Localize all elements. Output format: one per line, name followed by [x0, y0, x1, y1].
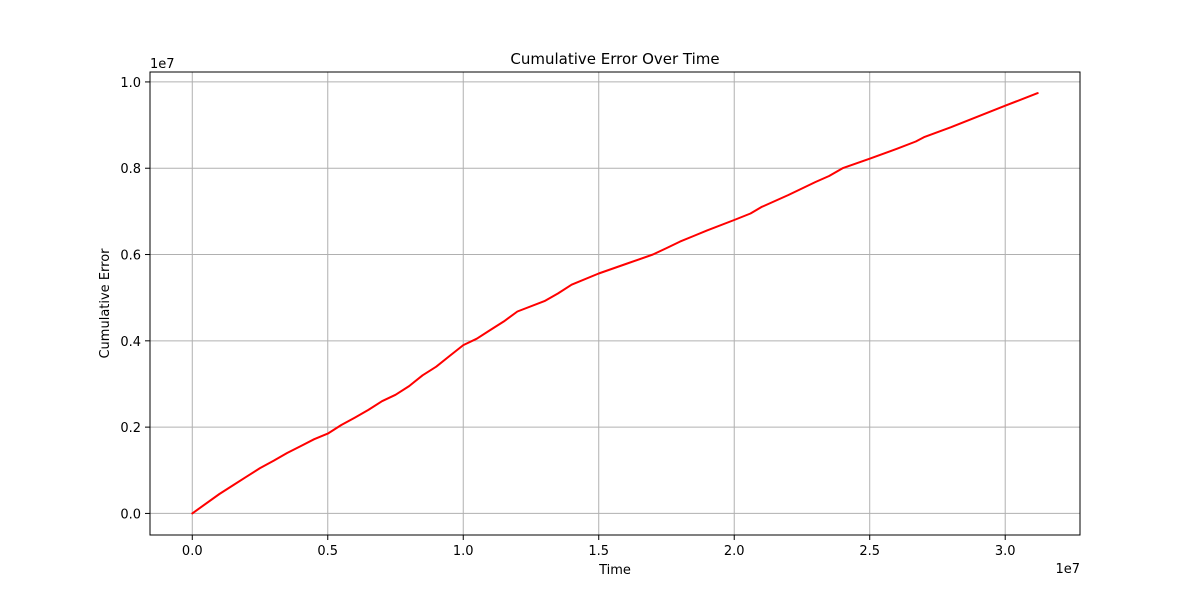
y-tick-label: 0.4: [120, 335, 141, 350]
x-tick-label: 0.0: [182, 544, 203, 559]
x-axis-ticks: 0.0 0.5 1.0 1.5 2.0 2.5 3.0: [182, 535, 1016, 559]
grid-lines: [150, 72, 1080, 535]
y-axis-label: Cumulative Error: [98, 248, 113, 359]
x-tick-label: 0.5: [317, 544, 338, 559]
x-tick-label: 1.5: [588, 544, 609, 559]
y-tick-label: 0.6: [120, 249, 141, 264]
x-tick-label: 1.0: [453, 544, 474, 559]
chart-title: Cumulative Error Over Time: [510, 50, 719, 68]
y-tick-label: 0.2: [120, 421, 141, 436]
x-tick-label: 3.0: [995, 544, 1016, 559]
y-tick-label: 0.8: [120, 162, 141, 177]
x-tick-label: 2.5: [859, 544, 880, 559]
x-axis-label: Time: [598, 563, 631, 578]
y-tick-label: 0.0: [120, 507, 141, 522]
series-layer: [191, 92, 1039, 515]
y-axis-ticks: 0.0 0.2 0.4 0.6 0.8 1.0: [120, 76, 150, 522]
series-line: [191, 92, 1039, 515]
x-tick-label: 2.0: [724, 544, 745, 559]
plot-area-frame: [149, 71, 1081, 536]
y-axis-offset-label: 1e7: [150, 57, 175, 72]
x-axis-offset-label: 1e7: [1055, 562, 1080, 577]
y-tick-label: 1.0: [120, 76, 141, 91]
